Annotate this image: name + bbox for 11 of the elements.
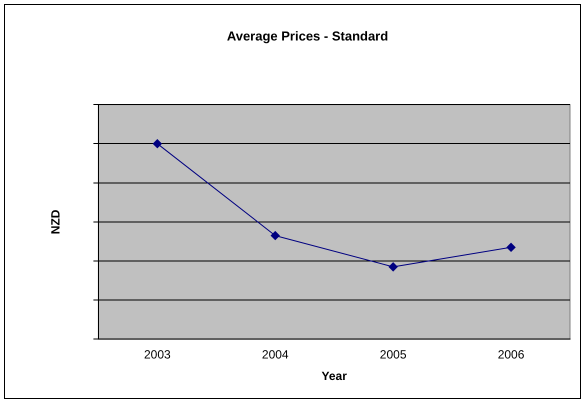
point xyxy=(388,262,398,272)
point xyxy=(152,139,162,148)
x-axis-title: Year xyxy=(322,369,348,384)
x-tick-label: 2005 xyxy=(380,348,407,362)
chart-title: Average Prices - Standard xyxy=(226,28,388,44)
x-tick-label: 2004 xyxy=(262,348,289,362)
x-tick-label: 2003 xyxy=(144,348,172,362)
x-tick-label: 2006 xyxy=(498,348,525,362)
point xyxy=(506,242,516,252)
y-axis-title: NZD xyxy=(48,209,63,234)
point xyxy=(270,231,280,240)
